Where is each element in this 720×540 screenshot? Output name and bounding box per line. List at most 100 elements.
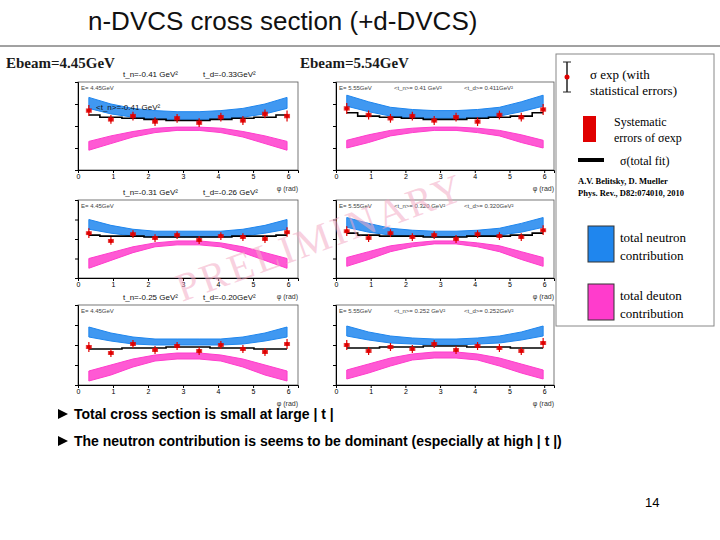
y-tick xyxy=(75,200,78,201)
data-point xyxy=(87,345,91,349)
legend-symbol xyxy=(588,284,614,320)
axis-line xyxy=(75,306,79,386)
y-tick xyxy=(333,170,336,171)
slide: n-DVCS cross section (+d-DVCS)Ebeam=4.45… xyxy=(0,0,720,540)
tick-label: 0 xyxy=(335,388,339,395)
y-tick xyxy=(333,148,336,149)
systematic-box xyxy=(218,115,224,119)
systematic-box xyxy=(409,114,415,118)
tick-label: 4 xyxy=(473,281,477,288)
plot-frame xyxy=(336,82,554,170)
x-tick: 6 xyxy=(543,385,547,395)
x-tick: 1 xyxy=(112,385,116,395)
x-tick: 2 xyxy=(147,170,151,180)
tick-label: 2 xyxy=(147,388,151,395)
y-tick xyxy=(75,104,78,105)
legend-box xyxy=(556,54,714,326)
tick-mark xyxy=(75,325,78,326)
data-point xyxy=(285,114,289,118)
tick-label: 2 xyxy=(147,281,151,288)
data-point xyxy=(131,232,135,236)
systematic-box xyxy=(262,350,268,354)
legend-symbol xyxy=(563,62,571,63)
data-point xyxy=(197,349,201,353)
legend-label: contribution xyxy=(620,248,684,263)
x-axis: 0123456 xyxy=(335,385,555,395)
tick-label: 5 xyxy=(508,388,512,395)
legend-symbol xyxy=(565,75,570,80)
x-axis: 0123456 xyxy=(77,170,299,180)
systematic-box xyxy=(174,233,180,237)
data-point xyxy=(87,109,91,113)
data-point xyxy=(87,231,91,235)
legend-label: Systematic xyxy=(614,115,667,129)
data-point xyxy=(410,347,414,351)
systematic-box xyxy=(284,342,290,346)
systematic-box xyxy=(130,232,136,236)
data-point xyxy=(109,117,113,121)
legend-symbol xyxy=(588,226,614,262)
x-tick: 3 xyxy=(182,385,186,395)
legend-label: statistical errors) xyxy=(590,83,677,98)
x-tick: 6 xyxy=(543,170,547,180)
tick-label: 1 xyxy=(369,281,373,288)
systematic-box xyxy=(196,121,202,125)
tick-mark xyxy=(75,148,78,149)
data-point xyxy=(454,348,458,352)
y-tick xyxy=(75,220,78,221)
y-tick xyxy=(75,365,78,366)
tick-label: 4 xyxy=(473,388,477,395)
data-point xyxy=(263,112,267,116)
systematic-box xyxy=(240,347,246,351)
tick-mark xyxy=(75,259,78,260)
fit-line xyxy=(89,115,287,121)
data-point xyxy=(541,228,545,232)
tick-label: 4 xyxy=(217,173,221,180)
x-tick: 0 xyxy=(77,278,81,288)
band xyxy=(89,327,287,345)
systematic-box xyxy=(240,118,246,122)
beam-label: Ebeam=4.45GeV xyxy=(6,55,115,71)
x-tick: 4 xyxy=(473,385,477,395)
x-tick: 4 xyxy=(473,170,477,180)
data-point xyxy=(109,351,113,355)
y-tick xyxy=(75,239,78,240)
tick-mark xyxy=(333,82,336,83)
tick-label: 3 xyxy=(439,388,443,395)
tick-label: 6 xyxy=(543,388,547,395)
systematic-box xyxy=(344,343,350,347)
tick-label: 1 xyxy=(112,173,116,180)
x-tick: 6 xyxy=(287,170,291,180)
data-point xyxy=(219,115,223,119)
band xyxy=(347,241,543,266)
legend-symbol xyxy=(583,116,596,142)
data-point xyxy=(519,349,523,353)
tick-mark xyxy=(75,126,78,127)
tick-mark xyxy=(333,305,336,306)
x-tick: 0 xyxy=(335,385,339,395)
data-point xyxy=(497,113,501,117)
systematic-box xyxy=(453,115,459,119)
data-point xyxy=(109,239,113,243)
data-point xyxy=(432,342,436,346)
data-point xyxy=(153,236,157,240)
tick-mark xyxy=(333,385,336,386)
systematic-box xyxy=(218,234,224,238)
tick-label: 3 xyxy=(182,388,186,395)
x-tick: 0 xyxy=(335,278,339,288)
x-tick: 4 xyxy=(217,385,221,395)
systematic-box xyxy=(518,115,524,119)
panel-header: E= 4.45GeV xyxy=(81,203,114,209)
data-point xyxy=(388,345,392,349)
tick-mark xyxy=(75,82,78,83)
y-axis xyxy=(75,306,79,386)
bullet-text: The neutron contribution is seems to be … xyxy=(74,433,562,449)
data-point xyxy=(410,235,414,239)
systematic-box xyxy=(453,348,459,352)
band xyxy=(347,127,543,148)
x-tick: 5 xyxy=(508,278,512,288)
axis-line xyxy=(333,306,337,386)
panel: 0123456φ (rad)E= 5.55GeV<t_n>= 0.252 GeV… xyxy=(333,305,555,408)
data-point xyxy=(388,116,392,120)
systematic-box xyxy=(518,235,524,239)
